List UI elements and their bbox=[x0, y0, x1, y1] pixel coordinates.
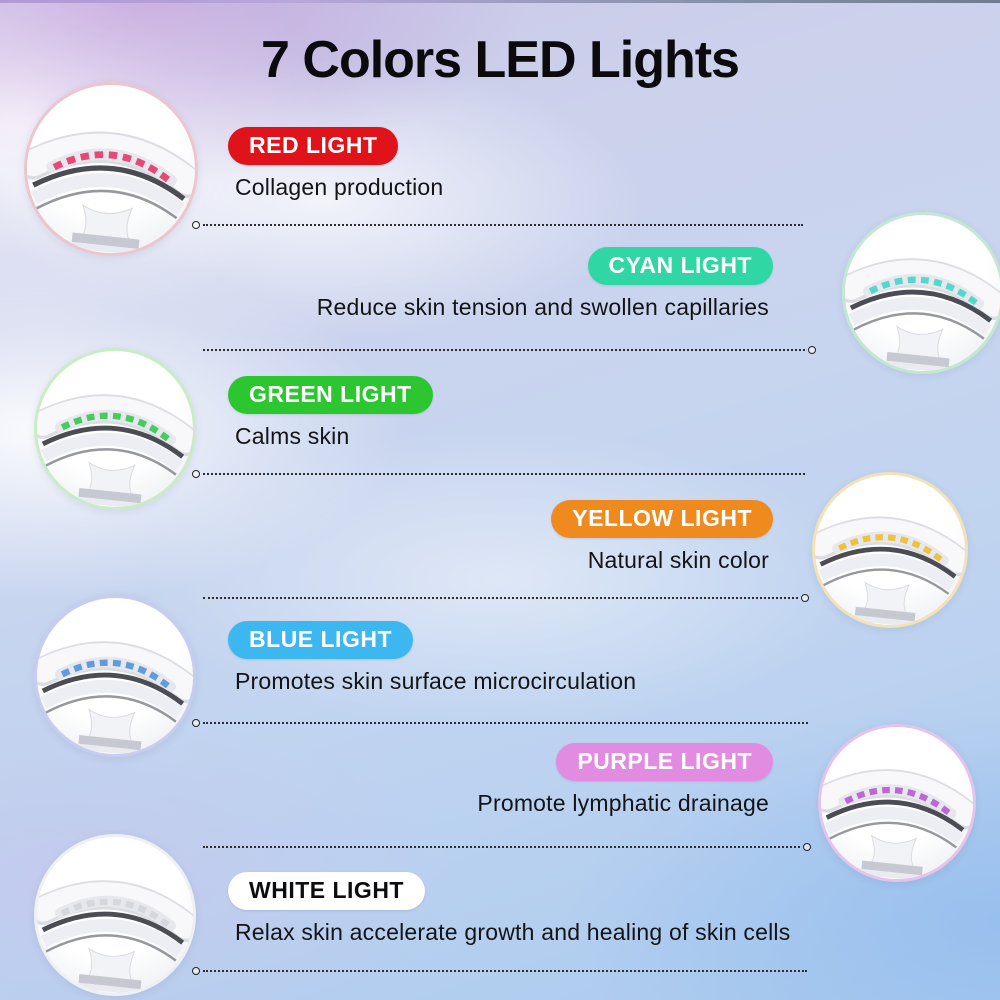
dotted-separator bbox=[203, 593, 809, 602]
device-yellow-leds-image bbox=[815, 475, 965, 625]
device-photo-yellow-light bbox=[812, 472, 968, 628]
device-blue-leds-image bbox=[37, 598, 193, 754]
purple-light-description: Promote lymphatic drainage bbox=[477, 789, 769, 816]
dotted-separator bbox=[192, 718, 808, 727]
section-red-light: RED LIGHT Collagen production bbox=[228, 127, 443, 201]
separator-end-dot bbox=[808, 345, 816, 354]
white-light-badge: WHITE LIGHT bbox=[228, 872, 425, 910]
device-green-leds-image bbox=[37, 351, 193, 507]
dotted-separator bbox=[192, 966, 807, 975]
cyan-light-description: Reduce skin tension and swollen capillar… bbox=[316, 293, 769, 320]
dotted-separator bbox=[192, 469, 805, 478]
device-photo-white-light bbox=[34, 834, 196, 996]
device-photo-red-light bbox=[24, 82, 198, 256]
device-photo-purple-light bbox=[818, 724, 976, 882]
dotted-separator bbox=[203, 345, 816, 354]
white-light-description: Relax skin accelerate growth and healing… bbox=[235, 918, 791, 945]
device-photo-cyan-light bbox=[842, 212, 1000, 374]
device-photo-green-light bbox=[34, 348, 196, 510]
blue-light-description: Promotes skin surface microcirculation bbox=[235, 667, 637, 694]
dotted-separator bbox=[192, 220, 803, 229]
device-photo-blue-light bbox=[34, 595, 196, 757]
section-yellow-light: YELLOW LIGHT Natural skin color bbox=[551, 500, 773, 574]
page-title: 7 Colors LED Lights bbox=[261, 31, 740, 89]
blue-light-badge: BLUE LIGHT bbox=[228, 621, 413, 659]
separator-end-dot bbox=[801, 593, 809, 602]
section-blue-light: BLUE LIGHT Promotes skin surface microci… bbox=[228, 621, 636, 695]
top-edge-strip bbox=[0, 0, 1000, 3]
device-purple-leds-image bbox=[821, 727, 973, 879]
yellow-light-badge: YELLOW LIGHT bbox=[551, 500, 773, 538]
section-purple-light: PURPLE LIGHT Promote lymphatic drainage bbox=[477, 743, 773, 817]
green-light-description: Calms skin bbox=[235, 422, 350, 449]
red-light-description: Collagen production bbox=[235, 173, 444, 200]
device-red-leds-image bbox=[27, 85, 195, 253]
cyan-light-badge: CYAN LIGHT bbox=[587, 247, 773, 285]
red-light-badge: RED LIGHT bbox=[228, 127, 399, 165]
section-cyan-light: CYAN LIGHT Reduce skin tension and swoll… bbox=[317, 247, 773, 321]
section-green-light: GREEN LIGHT Calms skin bbox=[228, 376, 433, 450]
green-light-badge: GREEN LIGHT bbox=[228, 376, 433, 414]
separator-end-dot bbox=[192, 469, 200, 478]
separator-end-dot bbox=[192, 966, 200, 975]
purple-light-badge: PURPLE LIGHT bbox=[556, 743, 773, 781]
dotted-separator bbox=[203, 842, 811, 851]
device-cyan-leds-image bbox=[845, 215, 1000, 371]
yellow-light-description: Natural skin color bbox=[587, 546, 769, 573]
device-white-leds-image bbox=[37, 837, 193, 993]
separator-end-dot bbox=[192, 220, 200, 229]
separator-end-dot bbox=[192, 718, 200, 727]
separator-end-dot bbox=[803, 842, 811, 851]
section-white-light: WHITE LIGHT Relax skin accelerate growth… bbox=[228, 872, 790, 946]
